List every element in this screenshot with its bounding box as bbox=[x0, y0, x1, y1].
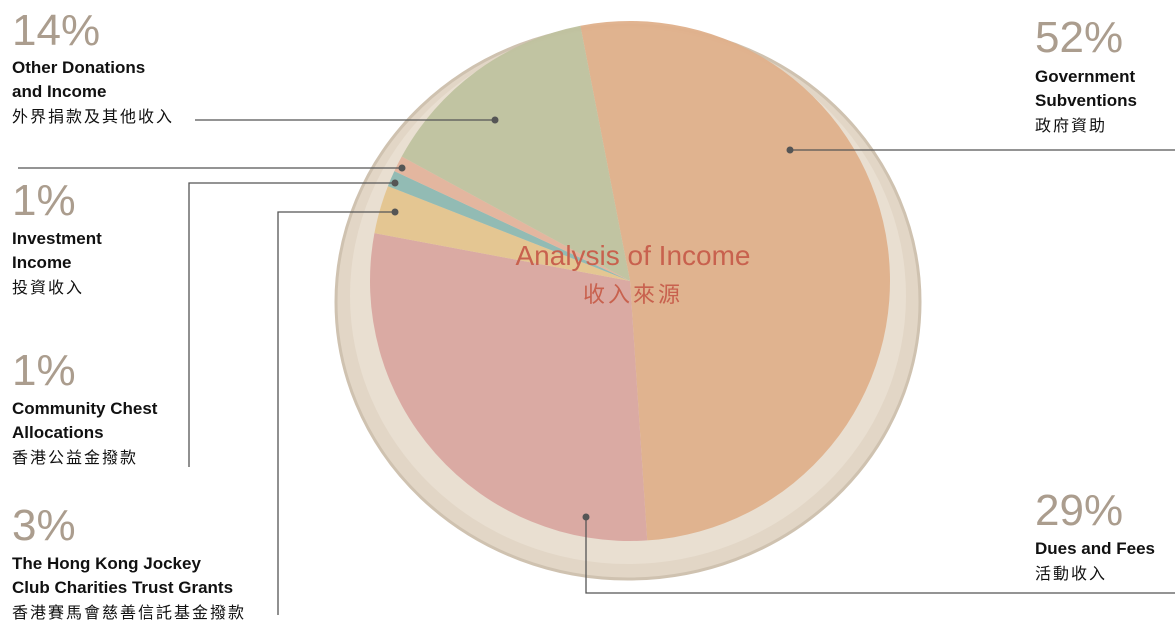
category-label: Club Charities Trust Grants bbox=[12, 578, 233, 597]
category-label: Subventions bbox=[1035, 91, 1137, 110]
category-label-zh: 活動收入 bbox=[1035, 565, 1107, 583]
category-label-zh: 政府資助 bbox=[1035, 117, 1107, 135]
category-label: Dues and Fees bbox=[1035, 539, 1155, 558]
category-label: Community Chest bbox=[12, 399, 158, 418]
percent-label: 14% bbox=[12, 6, 100, 55]
leader-dot bbox=[399, 165, 406, 172]
category-label: Investment bbox=[12, 229, 102, 248]
percent-label: 1% bbox=[12, 346, 76, 395]
leader-dot bbox=[492, 117, 499, 124]
percent-label: 52% bbox=[1035, 13, 1123, 62]
chart-subtitle: 收入來源 bbox=[583, 282, 683, 307]
percent-label: 3% bbox=[12, 501, 76, 550]
leader-dot bbox=[392, 180, 399, 187]
category-label-zh: 投資收入 bbox=[12, 279, 84, 297]
category-label: Other Donations bbox=[12, 58, 145, 77]
category-label: Allocations bbox=[12, 423, 104, 442]
category-label: The Hong Kong Jockey bbox=[12, 554, 201, 573]
leader-dot bbox=[787, 147, 794, 154]
leader-dot bbox=[583, 514, 590, 521]
category-label: and Income bbox=[12, 82, 106, 101]
chart: Analysis of Income 收入來源 52% Government Sub… bbox=[0, 0, 1175, 623]
percent-label: 1% bbox=[12, 176, 76, 225]
pie-slice bbox=[370, 233, 647, 541]
leader-dot bbox=[392, 209, 399, 216]
category-label: Income bbox=[12, 253, 72, 272]
category-label-zh: 香港賽馬會慈善信託基金撥款 bbox=[12, 603, 246, 622]
category-label-zh: 外界捐款及其他收入 bbox=[12, 108, 174, 126]
category-label-zh: 香港公益金撥款 bbox=[12, 449, 138, 467]
category-label: Government bbox=[1035, 67, 1135, 86]
percent-label: 29% bbox=[1035, 486, 1123, 535]
chart-title: Analysis of Income bbox=[516, 240, 751, 271]
